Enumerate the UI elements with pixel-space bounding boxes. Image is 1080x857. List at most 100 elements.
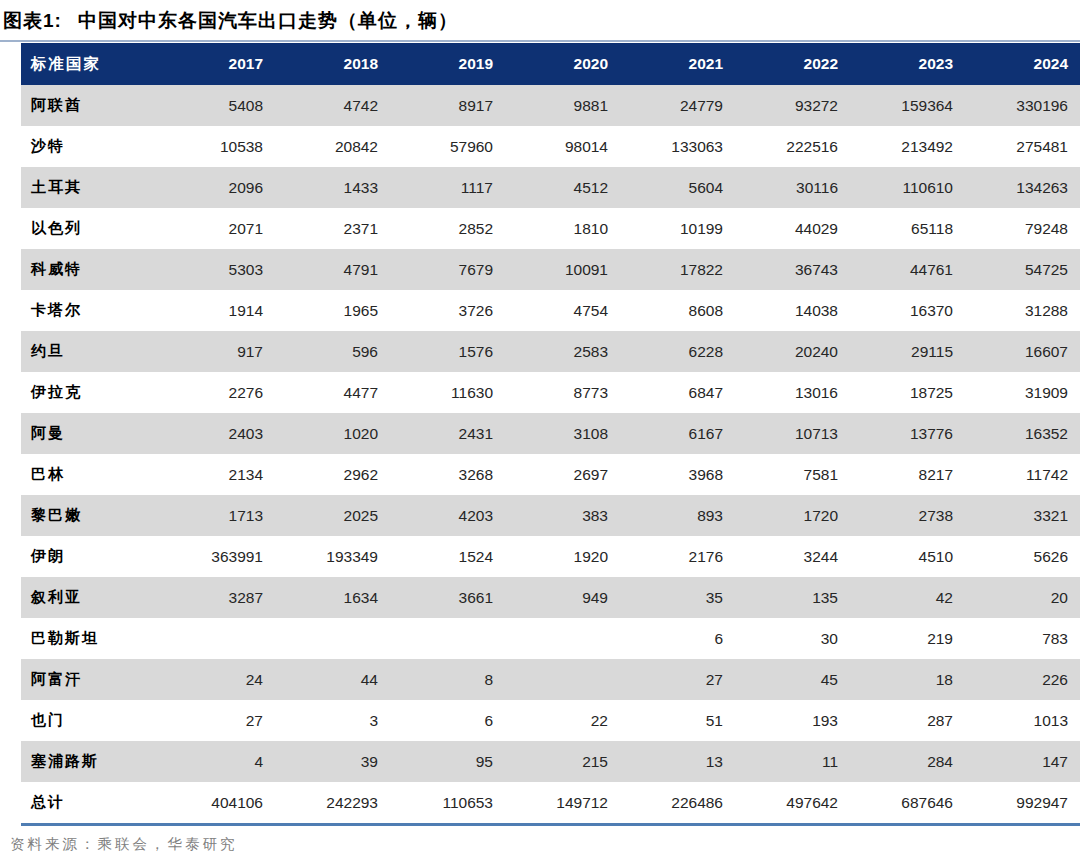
value-cell: 242293 xyxy=(277,782,392,825)
value-cell: 1720 xyxy=(737,495,852,536)
value-cell: 1576 xyxy=(392,331,507,372)
value-cell: 13776 xyxy=(852,413,967,454)
row-label: 阿富汗 xyxy=(21,659,162,700)
table-row: 巴林21342962326826973968758182171174215956 xyxy=(21,454,1080,495)
value-cell: 917 xyxy=(162,331,277,372)
value-cell: 4512 xyxy=(507,167,622,208)
value-cell: 2071 xyxy=(162,208,277,249)
value-cell: 20 xyxy=(967,577,1080,618)
value-cell: 22 xyxy=(507,700,622,741)
value-cell: 275481 xyxy=(967,126,1080,167)
value-cell: 135 xyxy=(737,577,852,618)
value-cell: 16352 xyxy=(967,413,1080,454)
value-cell: 2403 xyxy=(162,413,277,454)
value-cell: 44761 xyxy=(852,249,967,290)
value-cell: 14038 xyxy=(737,290,852,331)
value-cell: 5626 xyxy=(967,536,1080,577)
value-cell: 4742 xyxy=(277,85,392,126)
value-cell: 3968 xyxy=(622,454,737,495)
value-cell: 226486 xyxy=(622,782,737,825)
value-cell: 5604 xyxy=(622,167,737,208)
value-cell: 8917 xyxy=(392,85,507,126)
row-label: 也门 xyxy=(21,700,162,741)
value-cell: 147 xyxy=(967,741,1080,782)
value-cell: 57960 xyxy=(392,126,507,167)
value-cell: 687646 xyxy=(852,782,967,825)
value-cell: 3321 xyxy=(967,495,1080,536)
value-cell: 5303 xyxy=(162,249,277,290)
column-header-year-2021: 2021 xyxy=(622,43,737,85)
value-cell: 5408 xyxy=(162,85,277,126)
table-header-row: 标准国家201720182019202020212022202320242025 xyxy=(21,43,1080,85)
value-cell: 193 xyxy=(737,700,852,741)
value-cell: 4510 xyxy=(852,536,967,577)
value-cell: 8773 xyxy=(507,372,622,413)
table-row: 卡塔尔1914196537264754860814038163703128854… xyxy=(21,290,1080,331)
value-cell: 893 xyxy=(622,495,737,536)
row-label: 以色列 xyxy=(21,208,162,249)
table-row: 科威特5303479176791009117822367434476154725… xyxy=(21,249,1080,290)
value-cell: 31288 xyxy=(967,290,1080,331)
table-row: 伊朗36399119334915241920217632444510562654… xyxy=(21,536,1080,577)
row-label: 沙特 xyxy=(21,126,162,167)
table-row: 以色列2071237128521810101994402965118792481… xyxy=(21,208,1080,249)
value-cell: 27 xyxy=(622,659,737,700)
value-cell: 6847 xyxy=(622,372,737,413)
row-label: 阿联酋 xyxy=(21,85,162,126)
table-body: 阿联酋5408474289179881247799327215936433019… xyxy=(21,85,1080,825)
value-cell: 363991 xyxy=(162,536,277,577)
value-cell: 992947 xyxy=(967,782,1080,825)
row-label: 伊朗 xyxy=(21,536,162,577)
value-cell: 20842 xyxy=(277,126,392,167)
column-header-year-2017: 2017 xyxy=(162,43,277,85)
value-cell: 24779 xyxy=(622,85,737,126)
value-cell: 1433 xyxy=(277,167,392,208)
value-cell: 42 xyxy=(852,577,967,618)
value-cell: 6 xyxy=(392,700,507,741)
value-cell: 39 xyxy=(277,741,392,782)
value-cell: 330196 xyxy=(967,85,1080,126)
row-label: 塞浦路斯 xyxy=(21,741,162,782)
value-cell: 44 xyxy=(277,659,392,700)
table-row: 土耳其2096143311174512560430116110610134263… xyxy=(21,167,1080,208)
value-cell: 27 xyxy=(162,700,277,741)
value-cell: 226 xyxy=(967,659,1080,700)
value-cell: 36743 xyxy=(737,249,852,290)
value-cell: 222516 xyxy=(737,126,852,167)
value-cell: 1920 xyxy=(507,536,622,577)
table-head: 标准国家201720182019202020212022202320242025 xyxy=(21,43,1080,85)
value-cell: 2583 xyxy=(507,331,622,372)
value-cell: 8608 xyxy=(622,290,737,331)
table-row: 塞浦路斯439952151311284147327 xyxy=(21,741,1080,782)
value-cell: 3661 xyxy=(392,577,507,618)
row-label: 总计 xyxy=(21,782,162,825)
value-cell: 133063 xyxy=(622,126,737,167)
value-cell: 2176 xyxy=(622,536,737,577)
value-cell: 1965 xyxy=(277,290,392,331)
value-cell: 11630 xyxy=(392,372,507,413)
value-cell: 4791 xyxy=(277,249,392,290)
value-cell: 6167 xyxy=(622,413,737,454)
value-cell: 193349 xyxy=(277,536,392,577)
row-label: 伊拉克 xyxy=(21,372,162,413)
value-cell: 2697 xyxy=(507,454,622,495)
value-cell: 9881 xyxy=(507,85,622,126)
value-cell: 2962 xyxy=(277,454,392,495)
value-cell: 31909 xyxy=(967,372,1080,413)
value-cell: 18725 xyxy=(852,372,967,413)
value-cell: 2738 xyxy=(852,495,967,536)
value-cell: 4754 xyxy=(507,290,622,331)
value-cell: 13016 xyxy=(737,372,852,413)
value-cell xyxy=(392,618,507,659)
value-cell: 98014 xyxy=(507,126,622,167)
value-cell xyxy=(277,618,392,659)
column-header-year-2019: 2019 xyxy=(392,43,507,85)
value-cell: 10091 xyxy=(507,249,622,290)
row-label: 巴林 xyxy=(21,454,162,495)
value-cell: 54725 xyxy=(967,249,1080,290)
value-cell: 3 xyxy=(277,700,392,741)
value-cell: 13 xyxy=(622,741,737,782)
value-cell: 219 xyxy=(852,618,967,659)
value-cell: 17822 xyxy=(622,249,737,290)
value-cell: 1020 xyxy=(277,413,392,454)
